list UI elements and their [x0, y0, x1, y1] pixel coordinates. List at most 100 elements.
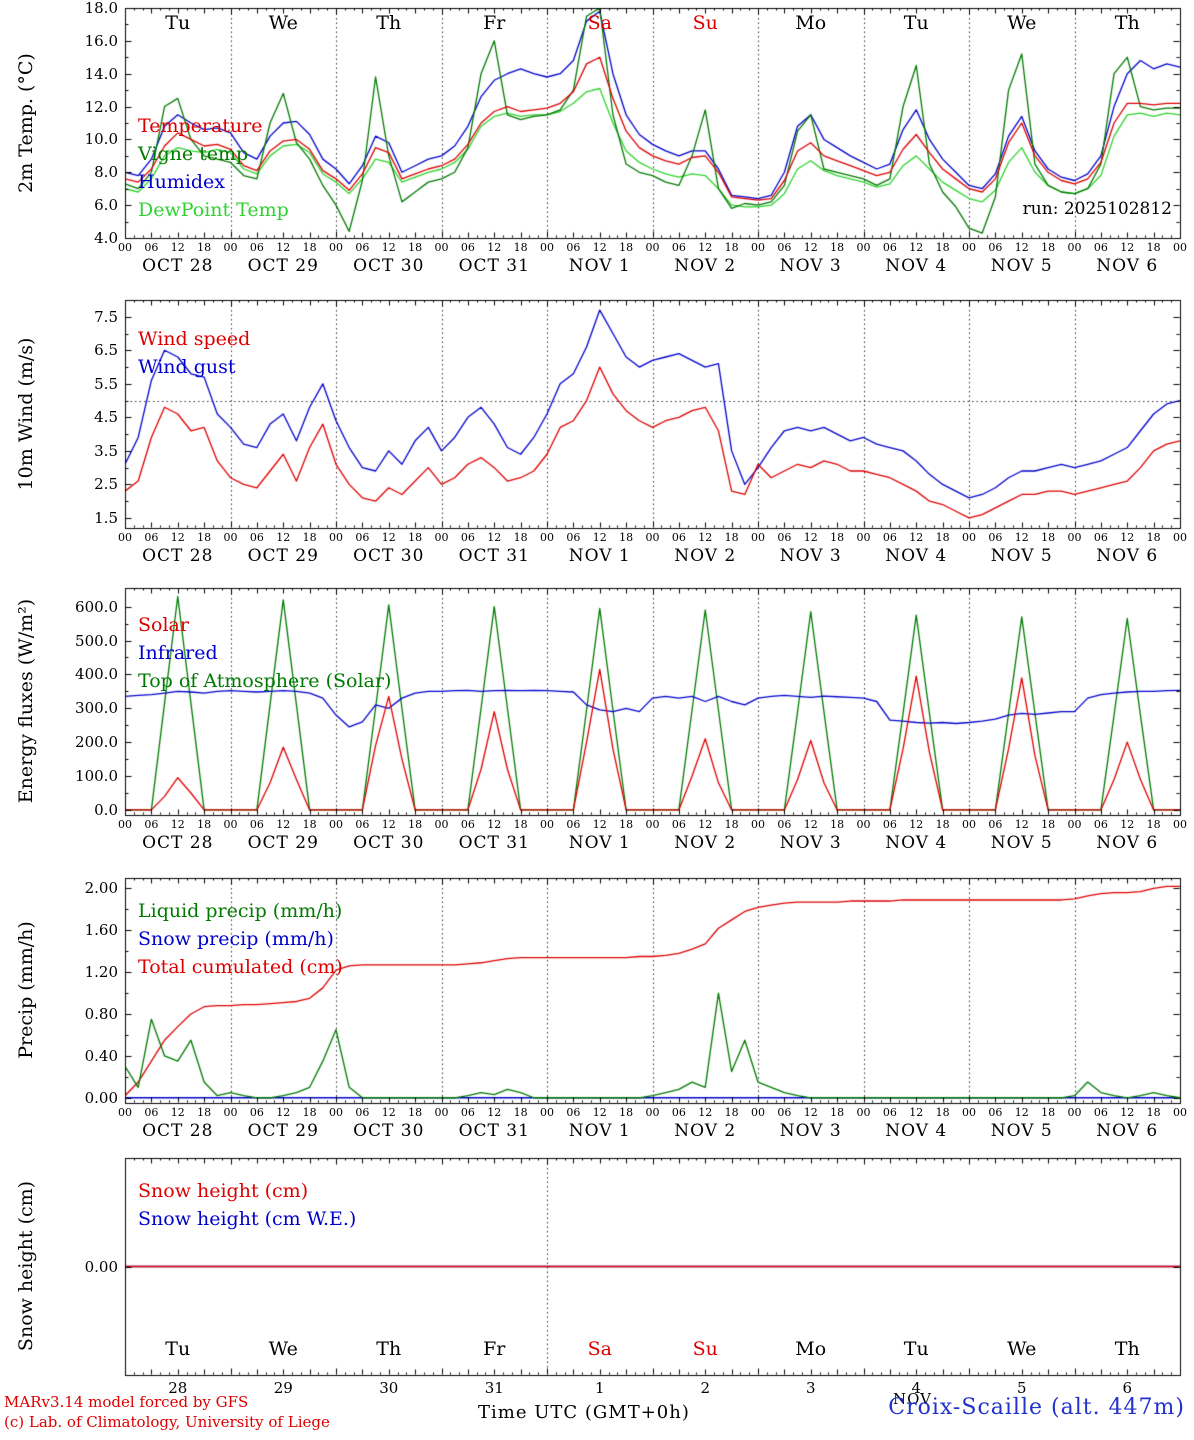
date-label: OCT 29: [247, 833, 319, 853]
x-tick-label: 00: [118, 1106, 132, 1119]
x-tick-label: 00: [223, 1106, 238, 1119]
y-tick-label: 16.0: [84, 31, 118, 50]
date-label: NOV 5: [990, 1121, 1053, 1141]
x-tick-label: 18: [724, 1106, 739, 1119]
day-name-label: Tu: [903, 1338, 929, 1360]
x-tick-label: 00: [645, 1106, 660, 1119]
day-name-label: Sa: [587, 12, 612, 34]
x-tick-label: 06: [460, 531, 475, 544]
date-label: NOV 2: [674, 256, 737, 276]
x-tick-label: 18: [302, 531, 317, 544]
x-tick-label: 00: [751, 531, 765, 544]
x-tick-label: 06: [882, 531, 897, 544]
y-tick-label: 1.5: [94, 508, 118, 527]
month-label: NOV: [893, 1390, 932, 1408]
x-tick-label: 00: [329, 818, 343, 831]
x-tick-label: 00: [645, 818, 660, 831]
y-axis-title-energy: Energy fluxes (W/m²): [15, 598, 37, 804]
x-tick-label: 18: [408, 1106, 423, 1119]
y-tick-label: 3.5: [94, 441, 118, 460]
x-tick-label: 06: [671, 818, 686, 831]
x-tick-label: 18: [1041, 241, 1056, 254]
date-label: NOV 2: [674, 1121, 737, 1141]
wind-legend: Wind speed Wind gust: [138, 325, 250, 381]
day-name-label: Su: [692, 12, 718, 34]
date-label: OCT 29: [247, 546, 319, 566]
x-tick-label: 18: [1041, 1106, 1056, 1119]
date-label: OCT 28: [142, 546, 214, 566]
x-tick-label: 00: [856, 818, 871, 831]
day-name-label: Tu: [903, 12, 929, 34]
date-label: OCT 31: [458, 1121, 530, 1141]
x-tick-label: 12: [1014, 531, 1029, 544]
x-tick-label: 12: [1014, 818, 1029, 831]
day-name-label: Su: [692, 1338, 718, 1360]
y-tick-label: 300.0: [75, 699, 118, 718]
y-tick-label: 10.0: [84, 130, 118, 149]
day-name-label: Th: [1114, 1338, 1140, 1360]
x-tick-label: 06: [882, 241, 897, 254]
x-tick-label: 12: [803, 1106, 818, 1119]
x-tick-label: 00: [1067, 818, 1082, 831]
date-label: NOV 4: [885, 1121, 948, 1141]
x-tick-label: 18: [724, 818, 739, 831]
x-tick-label: 06: [671, 531, 686, 544]
y-tick-label: 18.0: [84, 0, 118, 17]
x-tick-label: 18: [935, 531, 950, 544]
day-name-label: Tu: [165, 1338, 191, 1360]
date-label: NOV 5: [990, 833, 1053, 853]
x-tick-label: 00: [1173, 241, 1187, 254]
x-tick-label: 12: [381, 818, 396, 831]
x-tick-label: 18: [935, 1106, 950, 1119]
x-tick-label: 18: [408, 531, 423, 544]
day-name-label: Fr: [483, 1338, 506, 1360]
y-tick-label: 8.0: [94, 163, 118, 182]
snow-legend: Snow height (cm) Snow height (cm W.E.): [138, 1177, 356, 1233]
x-tick-label: 12: [170, 531, 185, 544]
date-label: NOV 1: [568, 1121, 631, 1141]
x-tick-label: 00: [1067, 531, 1082, 544]
x-tick-label: 00: [118, 241, 132, 254]
x-tick-label: 00: [540, 241, 554, 254]
x-tick-label: 12: [909, 241, 924, 254]
x-tick-label: 06: [144, 531, 159, 544]
x-tick-label: 00: [118, 818, 132, 831]
date-label: OCT 29: [247, 1121, 319, 1141]
x-tick-label: 12: [1014, 241, 1029, 254]
x-tick-label: 06: [671, 241, 686, 254]
x-tick-label: 12: [698, 241, 713, 254]
y-axis-title-wind: 10m Wind (m/s): [15, 337, 37, 491]
x-tick-label: 18: [408, 818, 423, 831]
x-tick-label: 00: [223, 241, 238, 254]
x-tick-label: 00: [962, 1106, 976, 1119]
date-label: NOV 3: [779, 546, 842, 566]
y-tick-label: 0.80: [84, 1005, 118, 1024]
x-tick-label: 12: [803, 531, 818, 544]
x-tick-label: 12: [276, 531, 291, 544]
x-tick-label: 12: [592, 1106, 607, 1119]
x-tick-label: 06: [144, 241, 159, 254]
x-tick-label: 06: [566, 818, 581, 831]
x-tick-label: 18: [724, 531, 739, 544]
day-name-label: Th: [1114, 12, 1140, 34]
x-tick-label: 06: [249, 1106, 264, 1119]
run-label: run: 2025102812: [1022, 199, 1172, 219]
x-tick-label: 12: [487, 531, 502, 544]
legend-solar: Solar: [138, 614, 189, 636]
date-label: NOV 5: [990, 546, 1053, 566]
x-tick-label: 06: [882, 818, 897, 831]
x-tick-label: 12: [592, 241, 607, 254]
y-tick-label: 0.40: [84, 1046, 118, 1065]
x-tick-label: 12: [803, 818, 818, 831]
date-label: NOV 5: [990, 256, 1053, 276]
x-tick-label: 18: [197, 1106, 212, 1119]
y-tick-label: 500.0: [75, 631, 118, 650]
x-tick-label: 12: [1014, 1106, 1029, 1119]
x-tick-label: 18: [513, 1106, 528, 1119]
day-name-label: We: [268, 12, 298, 34]
y-tick-label: 7.5: [94, 307, 118, 326]
x-tick-label: 00: [962, 241, 976, 254]
legend-snow-height-we: Snow height (cm W.E.): [138, 1208, 357, 1230]
x-tick-label: 06: [566, 1106, 581, 1119]
